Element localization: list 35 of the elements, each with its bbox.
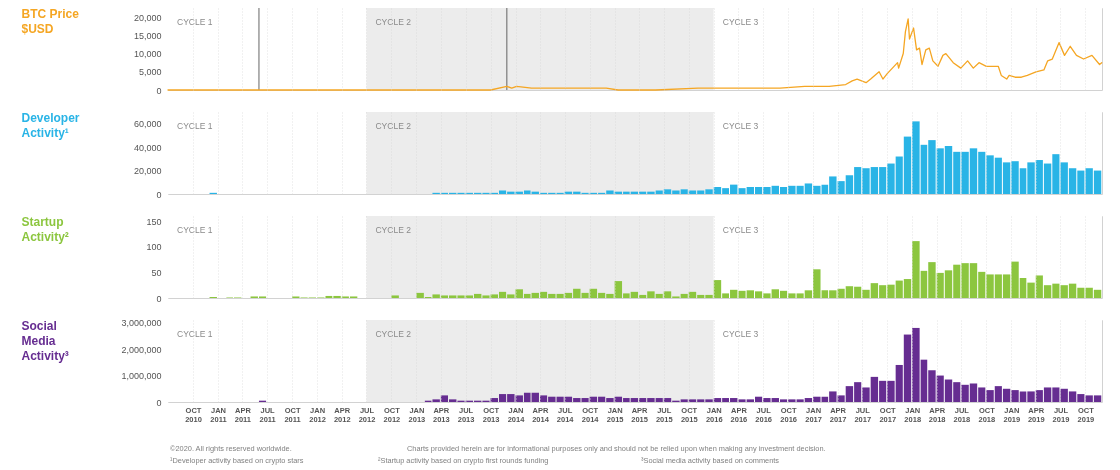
y-tick-label: 15,000 [133, 30, 162, 41]
y-axis-title: BTC Price $USD [21, 6, 80, 36]
y-tick-label: 10,000 [133, 49, 162, 60]
y-tick-label: 1,000,000 [121, 371, 162, 382]
y-axis-title: Developer Activity¹ [21, 110, 80, 140]
line-series [167, 18, 1103, 91]
y-tick-label: 20,000 [133, 166, 162, 177]
band-label: CYCLE 1 [177, 225, 213, 235]
y-tick-label: 0 [156, 189, 162, 200]
band-label: CYCLE 3 [722, 329, 759, 339]
y-tick-label: 3,000,000 [121, 318, 162, 329]
y-tick-label: 40,000 [133, 142, 162, 153]
y-tick-label: 100 [146, 242, 162, 253]
band-label: CYCLE 3 [722, 225, 759, 235]
y-tick-label: 0 [156, 397, 162, 408]
band-label: CYCLE 1 [177, 329, 213, 339]
y-tick-label: 0 [156, 293, 162, 304]
y-axis-title: Social Media Activity³ [21, 318, 69, 363]
band-label: CYCLE 2 [375, 225, 412, 235]
y-axis-title: Startup Activity² [21, 214, 69, 244]
y-tick-label: 50 [151, 267, 162, 278]
band-label: CYCLE 3 [722, 121, 759, 131]
y-tick-label: 5,000 [138, 67, 162, 78]
band-label: CYCLE 3 [722, 17, 759, 27]
y-tick-label: 150 [146, 216, 162, 227]
y-tick-label: 0 [156, 85, 162, 96]
band-label: CYCLE 1 [177, 121, 213, 131]
band-label: CYCLE 2 [375, 329, 412, 339]
bar [391, 295, 399, 298]
y-tick-label: 2,000,000 [121, 344, 162, 355]
band-label: CYCLE 2 [375, 17, 412, 27]
y-tick-label: 60,000 [133, 119, 162, 130]
band-label: CYCLE 1 [177, 17, 213, 27]
y-tick-label: 20,000 [133, 12, 162, 23]
band-label: CYCLE 2 [375, 121, 412, 131]
